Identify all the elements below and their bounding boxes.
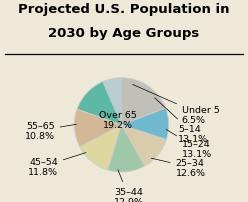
Wedge shape xyxy=(122,108,169,140)
Wedge shape xyxy=(103,78,122,125)
Wedge shape xyxy=(122,125,166,166)
Wedge shape xyxy=(77,82,122,125)
Text: Under 5
6.5%: Under 5 6.5% xyxy=(133,85,220,125)
Text: Over 65
19.2%: Over 65 19.2% xyxy=(99,110,137,129)
Text: 2030 by Age Groups: 2030 by Age Groups xyxy=(48,27,200,40)
Text: 25–34
12.6%: 25–34 12.6% xyxy=(151,158,206,177)
Text: 55–65
10.8%: 55–65 10.8% xyxy=(25,121,76,141)
Wedge shape xyxy=(122,78,166,125)
Wedge shape xyxy=(74,110,122,147)
Text: 35–44
12.9%: 35–44 12.9% xyxy=(114,170,144,202)
Text: 15–24
13.1%: 15–24 13.1% xyxy=(166,130,212,158)
Wedge shape xyxy=(80,125,122,170)
Text: Projected U.S. Population in: Projected U.S. Population in xyxy=(18,3,230,16)
Text: 5–14
13.1%: 5–14 13.1% xyxy=(155,98,208,143)
Wedge shape xyxy=(108,125,145,172)
Text: 45–54
11.8%: 45–54 11.8% xyxy=(28,153,86,176)
